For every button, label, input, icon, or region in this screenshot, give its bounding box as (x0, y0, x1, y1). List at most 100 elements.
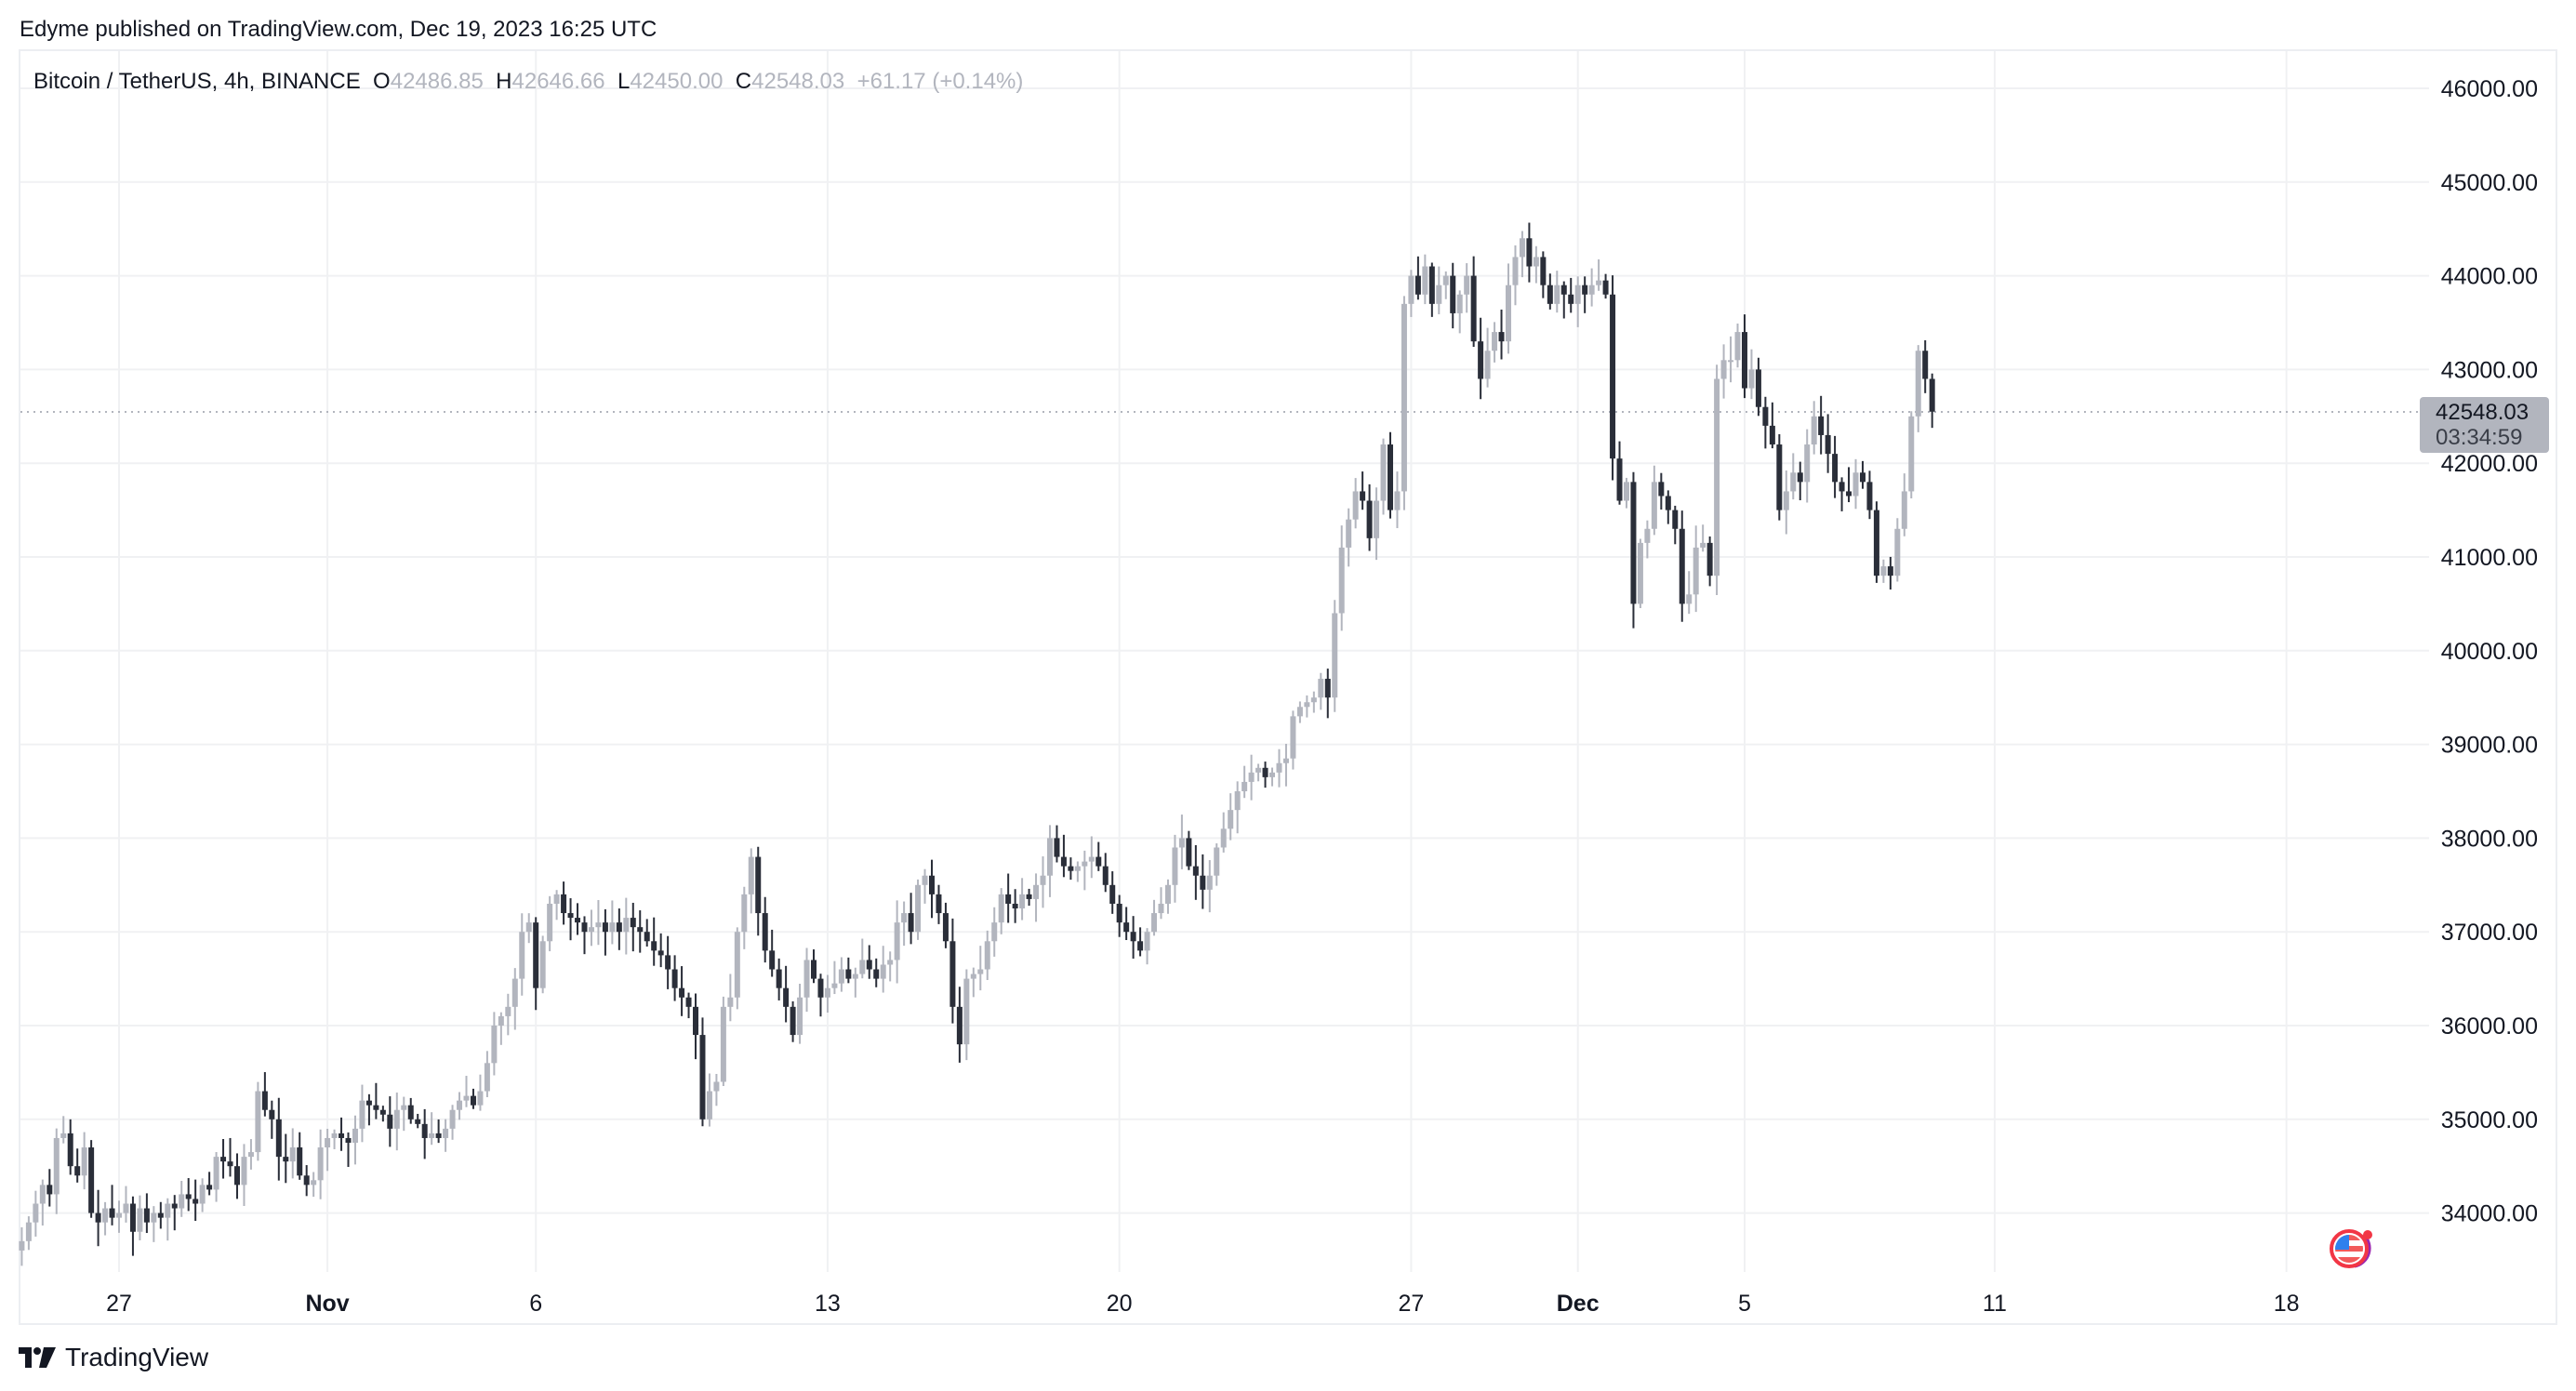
candle-down (699, 1035, 706, 1119)
candle-up (1512, 257, 1519, 285)
candle-down (1005, 894, 1012, 904)
open-label: O (373, 69, 391, 94)
candle-down (651, 941, 657, 951)
candle-up (1880, 566, 1887, 576)
candle-up (734, 932, 740, 998)
candle-up (81, 1147, 87, 1176)
candle-up (1894, 528, 1901, 576)
candle-down (790, 1006, 796, 1036)
candle-down (679, 987, 685, 998)
candle-up (1178, 838, 1185, 848)
candle-up (116, 1212, 122, 1218)
candle-up (1220, 828, 1227, 848)
candle-down (908, 913, 914, 933)
candle-down (644, 932, 650, 942)
candle-down (1109, 884, 1116, 904)
candle-up (922, 875, 928, 885)
candle-up (1588, 285, 1595, 295)
y-axis-label: 44000.00 (2441, 264, 2538, 290)
candle-down (602, 922, 608, 933)
candle-up (1088, 856, 1095, 862)
chart-frame (19, 49, 2557, 1325)
y-axis-label: 38000.00 (2441, 826, 2538, 852)
candle-up (1790, 472, 1797, 492)
y-axis-label: 43000.00 (2441, 357, 2538, 383)
candle-up (137, 1208, 143, 1232)
last-price: 42548.03 (2436, 400, 2530, 425)
candle-down (630, 918, 636, 928)
tradingview-logo-icon (19, 1347, 56, 1368)
candle-up (289, 1147, 296, 1162)
candle-up (1908, 416, 1915, 492)
candle-up (1276, 762, 1282, 773)
candle-up (1374, 500, 1380, 538)
candle-up (123, 1203, 129, 1213)
candle-up (60, 1133, 67, 1138)
candle-down (1825, 434, 1831, 455)
candle-down (1192, 866, 1199, 876)
us-flag-event-icon[interactable] (2327, 1227, 2377, 1275)
candle-down (297, 1147, 303, 1176)
tradingview-brand: TradingView (65, 1343, 209, 1371)
y-axis-label: 35000.00 (2441, 1107, 2538, 1133)
candle-up (1172, 847, 1178, 885)
candle-down (1012, 903, 1018, 908)
candle-down (1797, 472, 1803, 483)
candle-down (1200, 875, 1206, 890)
candle-up (477, 1091, 484, 1106)
candle-up (1019, 894, 1026, 908)
candle-down (171, 1203, 178, 1209)
low-label: L (617, 69, 631, 94)
candle-up (797, 997, 803, 1036)
candle-down (206, 1185, 213, 1190)
candle-down (1068, 866, 1074, 871)
candle-down (1540, 257, 1547, 285)
candle-down (873, 969, 880, 979)
candle-up (741, 894, 748, 933)
y-axis-label: 41000.00 (2441, 545, 2538, 571)
candle-down (1526, 238, 1533, 267)
x-axis-label: 6 (529, 1291, 542, 1317)
candle-up (970, 974, 976, 979)
candle-down (637, 927, 644, 933)
candle-up (317, 1147, 324, 1181)
y-axis-label: 36000.00 (2441, 1013, 2538, 1040)
candle-up (623, 918, 630, 933)
candle-up (1304, 702, 1310, 708)
tradingview-logo[interactable]: TradingView (19, 1343, 208, 1372)
candle-up (311, 1180, 317, 1186)
candle-up (803, 960, 810, 998)
open-value: 42486.85 (390, 69, 484, 94)
candle-up (498, 1015, 504, 1026)
candle-up (748, 856, 754, 894)
candle-up (859, 960, 866, 974)
symbol-title: Bitcoin / TetherUS, 4h, BINANCE (33, 69, 361, 94)
candle-down (365, 1100, 372, 1106)
candle-up (1046, 838, 1053, 876)
candle-up (325, 1137, 331, 1148)
candle-up (1644, 528, 1651, 543)
candle-up (838, 969, 844, 984)
candle-up (1394, 491, 1401, 510)
candle-down (866, 960, 872, 970)
candle-down (1478, 341, 1484, 379)
high-label: H (496, 69, 512, 94)
candle-down (1832, 454, 1839, 483)
close-value: 42548.03 (751, 69, 845, 94)
candle-down (956, 1006, 963, 1045)
candle-down (567, 913, 574, 919)
candle-up (1811, 416, 1817, 445)
candle-down (95, 1212, 101, 1223)
candle-down (1887, 566, 1893, 576)
candle-down (129, 1203, 136, 1232)
candle-up (880, 964, 886, 979)
candle-down (1324, 679, 1331, 698)
change-value: +61.17 (+0.14%) (856, 69, 1024, 94)
low-value: 42450.00 (630, 69, 724, 94)
candle-up (1082, 861, 1088, 867)
candle-down (1560, 285, 1567, 295)
x-axis-label: 20 (1107, 1291, 1133, 1317)
candle-down (1123, 922, 1130, 933)
candle-up (991, 922, 998, 942)
